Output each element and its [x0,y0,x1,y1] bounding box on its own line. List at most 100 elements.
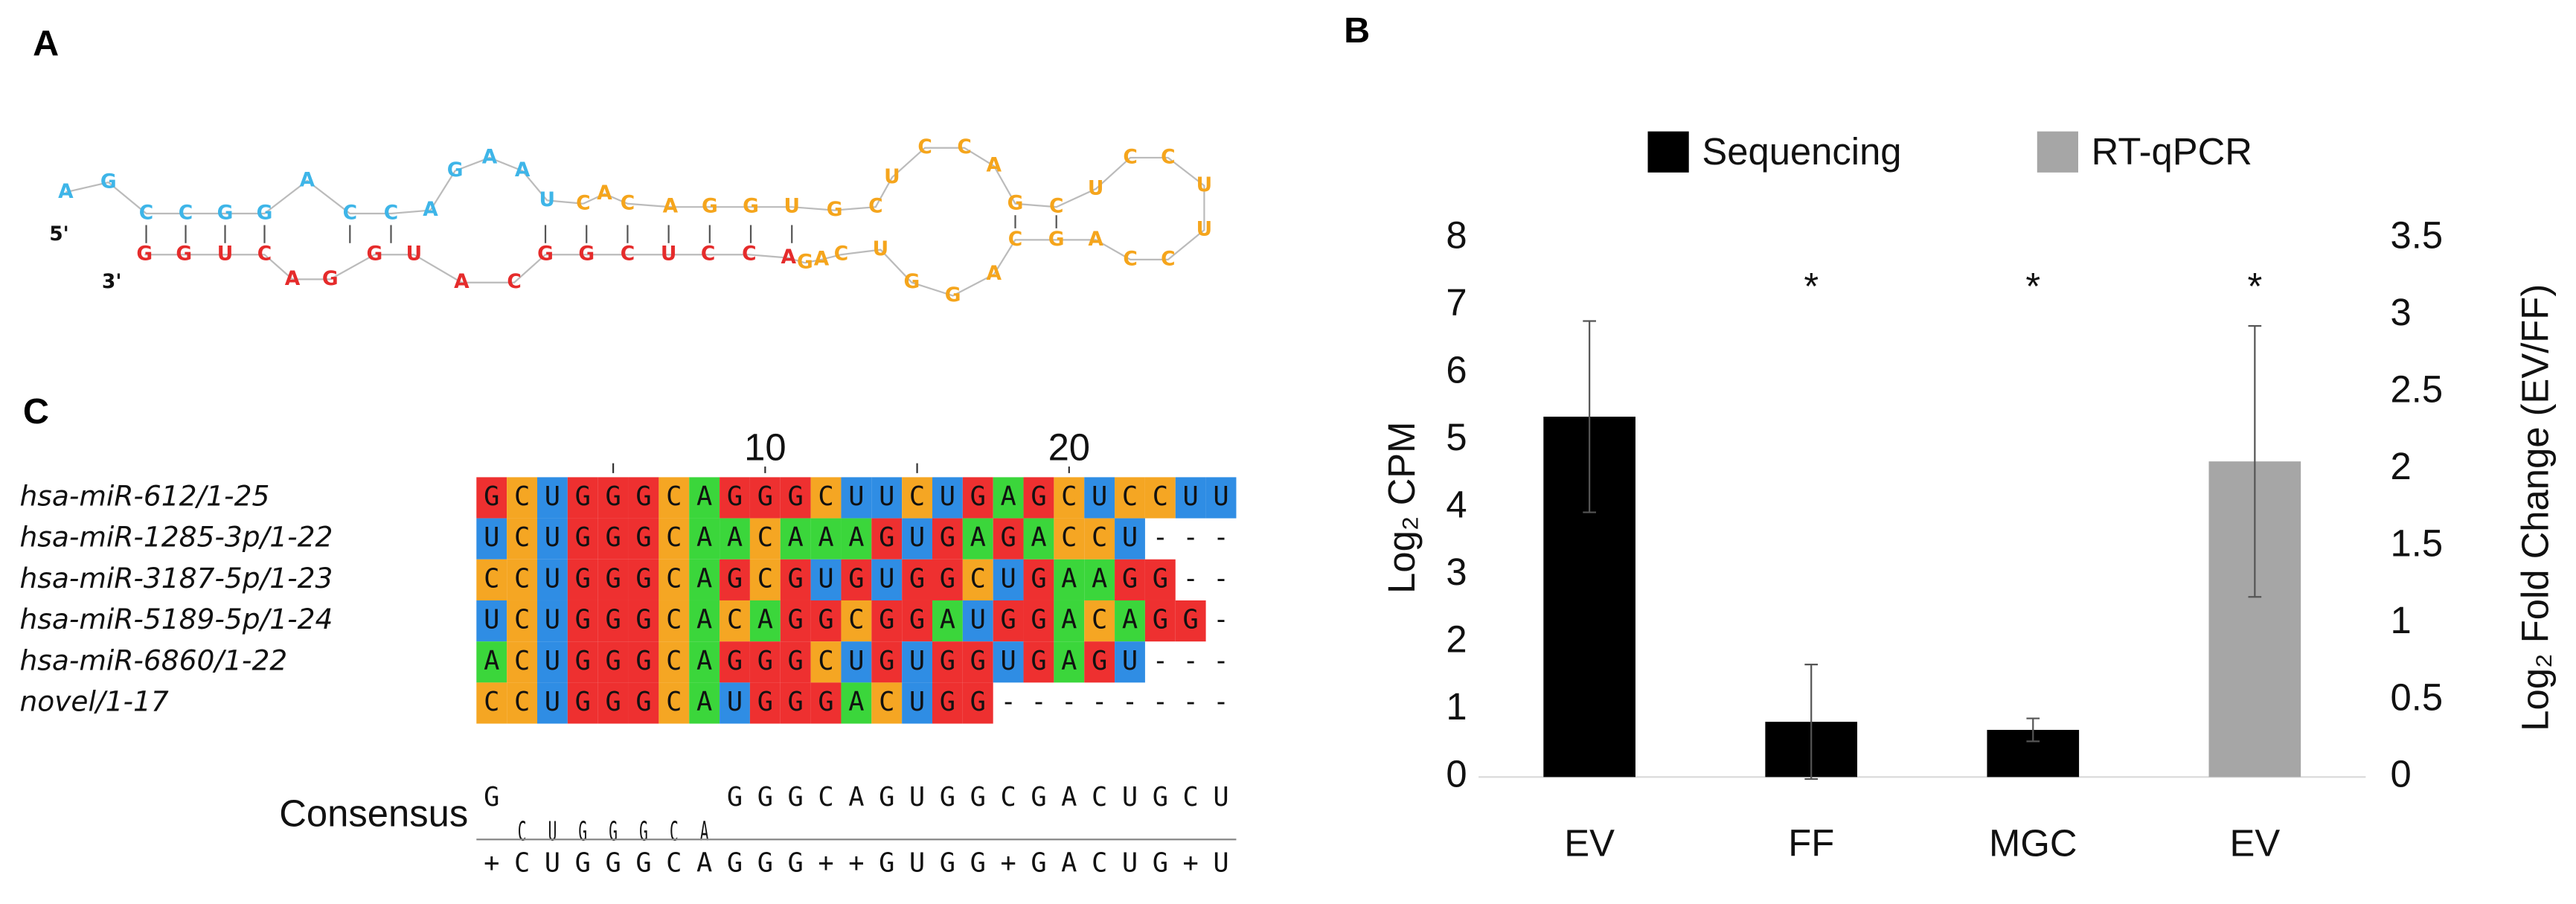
base-cell [810,559,842,600]
base-cell [536,477,568,519]
y2-tick-label: 1.5 [2390,522,2443,564]
base-cell [507,600,537,642]
base-cell [780,477,811,519]
base-cell [567,641,598,683]
aligned-sequence: UCUGGGCACAGGCGGAUGGACAGG- [484,605,1229,635]
base-cell [689,559,720,600]
base-cell [1084,600,1115,642]
base-cell [871,641,903,683]
x-tick-label: FF [1788,821,1834,864]
base-cell [1084,477,1115,519]
base-cell [810,682,842,724]
base-cell [871,682,903,724]
y-tick-label: 8 [1446,214,1467,257]
base-cell [628,477,659,519]
y-tick-label: 5 [1446,416,1467,458]
five-prime-label: 5' [49,222,69,246]
base-cell [507,559,537,600]
logo-letter: C [670,816,679,847]
base-cell [476,641,507,683]
aligned-sequence: CCUGGGCAUGGGACUGG-------- [484,687,1229,717]
base-cell [689,641,720,683]
base-cell [1144,559,1176,600]
base-cell [810,641,842,683]
base-cell [567,600,598,642]
base-cell [932,559,963,600]
base-cell [597,641,629,683]
base-cell [902,518,932,560]
base-cell [1115,600,1145,642]
base-cell [1054,518,1085,560]
logo-letter: G [484,782,499,812]
base-cell [567,682,598,724]
panel-label: C [23,391,49,432]
base-cell [841,477,872,519]
base-cell [962,477,993,519]
base-cell [780,559,811,600]
aligned-sequence: GCUGGGCAGGGCUUCUGAGCUCCUU [484,481,1229,512]
logo-letter: G [1153,782,1168,812]
base-cell [1144,600,1176,642]
logo-letter: U [548,816,557,847]
logo-letter: C [1183,782,1199,812]
base-cell [780,600,811,642]
base-cell [841,518,872,560]
base-cell [628,559,659,600]
logo-letter: U [1122,782,1138,812]
base-cell [597,682,629,724]
base-cell [841,641,872,683]
y-tick-label: 7 [1446,281,1467,324]
logo-letter: U [909,782,925,812]
base-cell [749,682,781,724]
base-cell [536,518,568,560]
base-cell [871,559,903,600]
base-cell [962,518,993,560]
y-tick-label: 2 [1446,618,1467,661]
base-cell [749,600,781,642]
base-cell [507,518,537,560]
base-cell [720,600,750,642]
significance-marker: * [1804,265,1819,307]
base-cell [659,518,690,560]
logo-letter: C [1000,782,1016,812]
y2-tick-label: 2.5 [2390,368,2443,410]
base-cell [749,559,781,600]
panel-label: A [33,24,59,64]
legend-label: RT-qPCR [2092,130,2252,173]
base-cell [1175,477,1206,519]
legend-label: Sequencing [1702,130,1901,173]
base-cell [962,641,993,683]
base-cell [871,518,903,560]
base-cell [932,477,963,519]
error-bar [1583,320,1596,513]
error-bar [2248,324,2262,598]
y-axis-title: Log₂ CPM [1380,422,1423,594]
base-cell [536,600,568,642]
logo-letter: C [1092,782,1107,812]
base-cell [902,682,932,724]
base-cell [689,682,720,724]
base-cell [720,682,750,724]
error-bar [1804,664,1819,780]
base-cell [628,600,659,642]
base-cell [962,600,993,642]
logo-letter: G [1031,782,1046,812]
y2-tick-label: 2 [2390,445,2411,487]
backbone [144,254,789,283]
base-cell [749,477,781,519]
base-cell [597,477,629,519]
base-cell [1054,559,1085,600]
base-cell [841,682,872,724]
sequence-name: hsa-miR-1285-3p/1-22 [20,521,333,554]
base-cell [749,641,781,683]
y-tick-label: 3 [1446,551,1467,593]
base-cell [507,682,537,724]
base-cell [689,477,720,519]
base-cell [1115,559,1145,600]
y2-tick-label: 0 [2390,753,2411,795]
logo-letter: C [818,782,833,812]
sequence-name: hsa-miR-3187-5p/1-23 [20,562,333,594]
base-cell [597,518,629,560]
base-cell [1054,600,1085,642]
